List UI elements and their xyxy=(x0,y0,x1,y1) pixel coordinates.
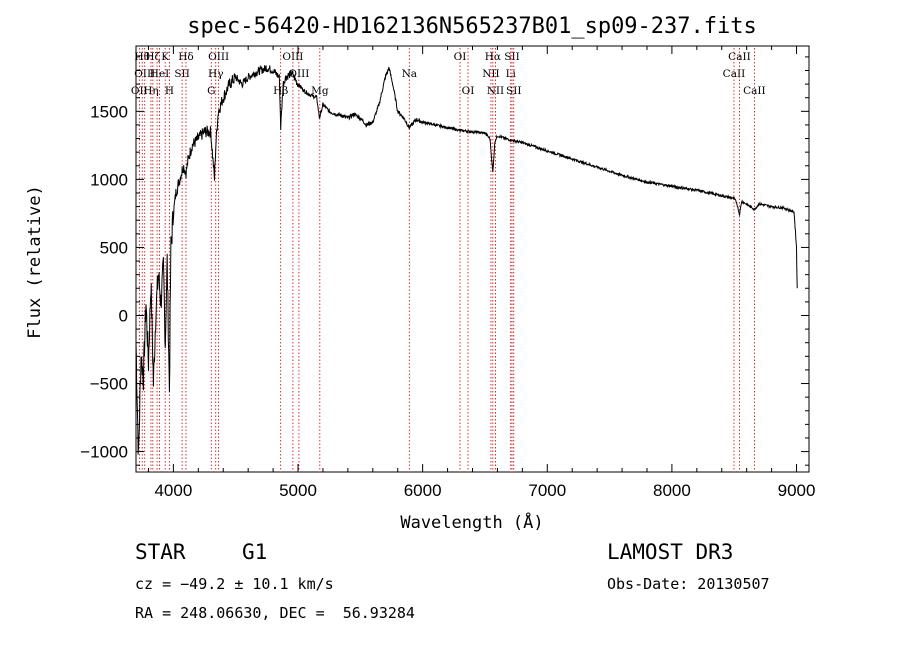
spectral-line-label: Hγ xyxy=(208,68,223,80)
spectral-line-label: Hζ xyxy=(145,51,160,63)
y-tick-label: 1500 xyxy=(90,102,128,121)
x-tick-label: 5000 xyxy=(279,481,317,500)
spectral-line-label: SII xyxy=(174,68,190,80)
spectral-line-label: Na xyxy=(402,68,417,80)
object-subclass: G1 xyxy=(242,540,268,564)
y-axis-ticks: −1000 −500 0 500 1000 1500 xyxy=(80,56,809,466)
spectral-line-label: K xyxy=(161,51,169,63)
y-axis-label: Flux (relative) xyxy=(25,185,45,339)
spectral-line-label: Li xyxy=(506,68,517,80)
spectral-line-label: HeI xyxy=(150,68,170,80)
spectral-line-label: OIII xyxy=(282,51,303,63)
y-tick-label: 0 xyxy=(119,306,128,325)
spectral-line-label: NII xyxy=(482,68,499,80)
spectral-line-label: Hα xyxy=(485,51,501,63)
spectral-line-label: OI xyxy=(454,51,467,63)
x-tick-label: 9000 xyxy=(778,481,816,500)
spectral-line-label: H xyxy=(165,85,174,97)
spectral-line-label: Hη xyxy=(143,85,158,97)
spectral-line-label: Hθ xyxy=(134,51,149,63)
spectrum-series-line xyxy=(135,64,798,455)
spectral-line-label: CaII xyxy=(728,51,751,63)
x-tick-label: 4000 xyxy=(154,481,192,500)
y-tick-label: 500 xyxy=(100,238,128,257)
spectral-line-label: SII xyxy=(506,85,522,97)
x-tick-label: 7000 xyxy=(528,481,566,500)
y-tick-label: −500 xyxy=(90,375,128,394)
plot-frame xyxy=(135,45,810,473)
spectral-line-label: OI xyxy=(462,85,475,97)
y-tick-label: −1000 xyxy=(80,443,128,462)
redshift-value: cz = −49.2 ± 10.1 km/s xyxy=(135,575,334,593)
spectral-line-label: G xyxy=(207,85,215,97)
spectral-line-markers: OIIHθOIIIHηHζHeIKHSIIHδGHγOIIIHβOIIIOIII… xyxy=(131,48,766,472)
x-axis-ticks: 4000 5000 6000 7000 8000 9000 xyxy=(147,46,816,500)
spectral-line-label: OIII xyxy=(134,68,155,80)
object-type: STAR xyxy=(135,540,186,564)
spectral-line-label: SII xyxy=(504,51,520,63)
chart-title: spec-56420-HD162136N565237B01_sp09-237.f… xyxy=(187,14,757,39)
coordinates: RA = 248.06630, DEC = 56.93284 xyxy=(135,604,415,622)
spectral-line-label: OII xyxy=(131,85,148,97)
y-tick-label: 1000 xyxy=(90,170,128,189)
spectral-line-label: CaII xyxy=(723,68,746,80)
observation-date: Obs-Date: 20130507 xyxy=(607,575,770,593)
spectral-line-label: Mg xyxy=(311,85,329,97)
spectral-line-label: NII xyxy=(487,85,504,97)
spectral-line-label: Hδ xyxy=(178,51,193,63)
spectral-line-label: CaII xyxy=(743,85,766,97)
spectral-line-label: OIII xyxy=(208,51,229,63)
x-axis-label: Wavelength (Å) xyxy=(400,511,543,533)
spectrum-chart: spec-56420-HD162136N565237B01_sp09-237.f… xyxy=(25,14,816,533)
survey-name: LAMOST DR3 xyxy=(607,540,734,564)
spectral-line-label: Hβ xyxy=(273,85,288,97)
x-tick-label: 8000 xyxy=(653,481,691,500)
x-tick-label: 6000 xyxy=(404,481,442,500)
